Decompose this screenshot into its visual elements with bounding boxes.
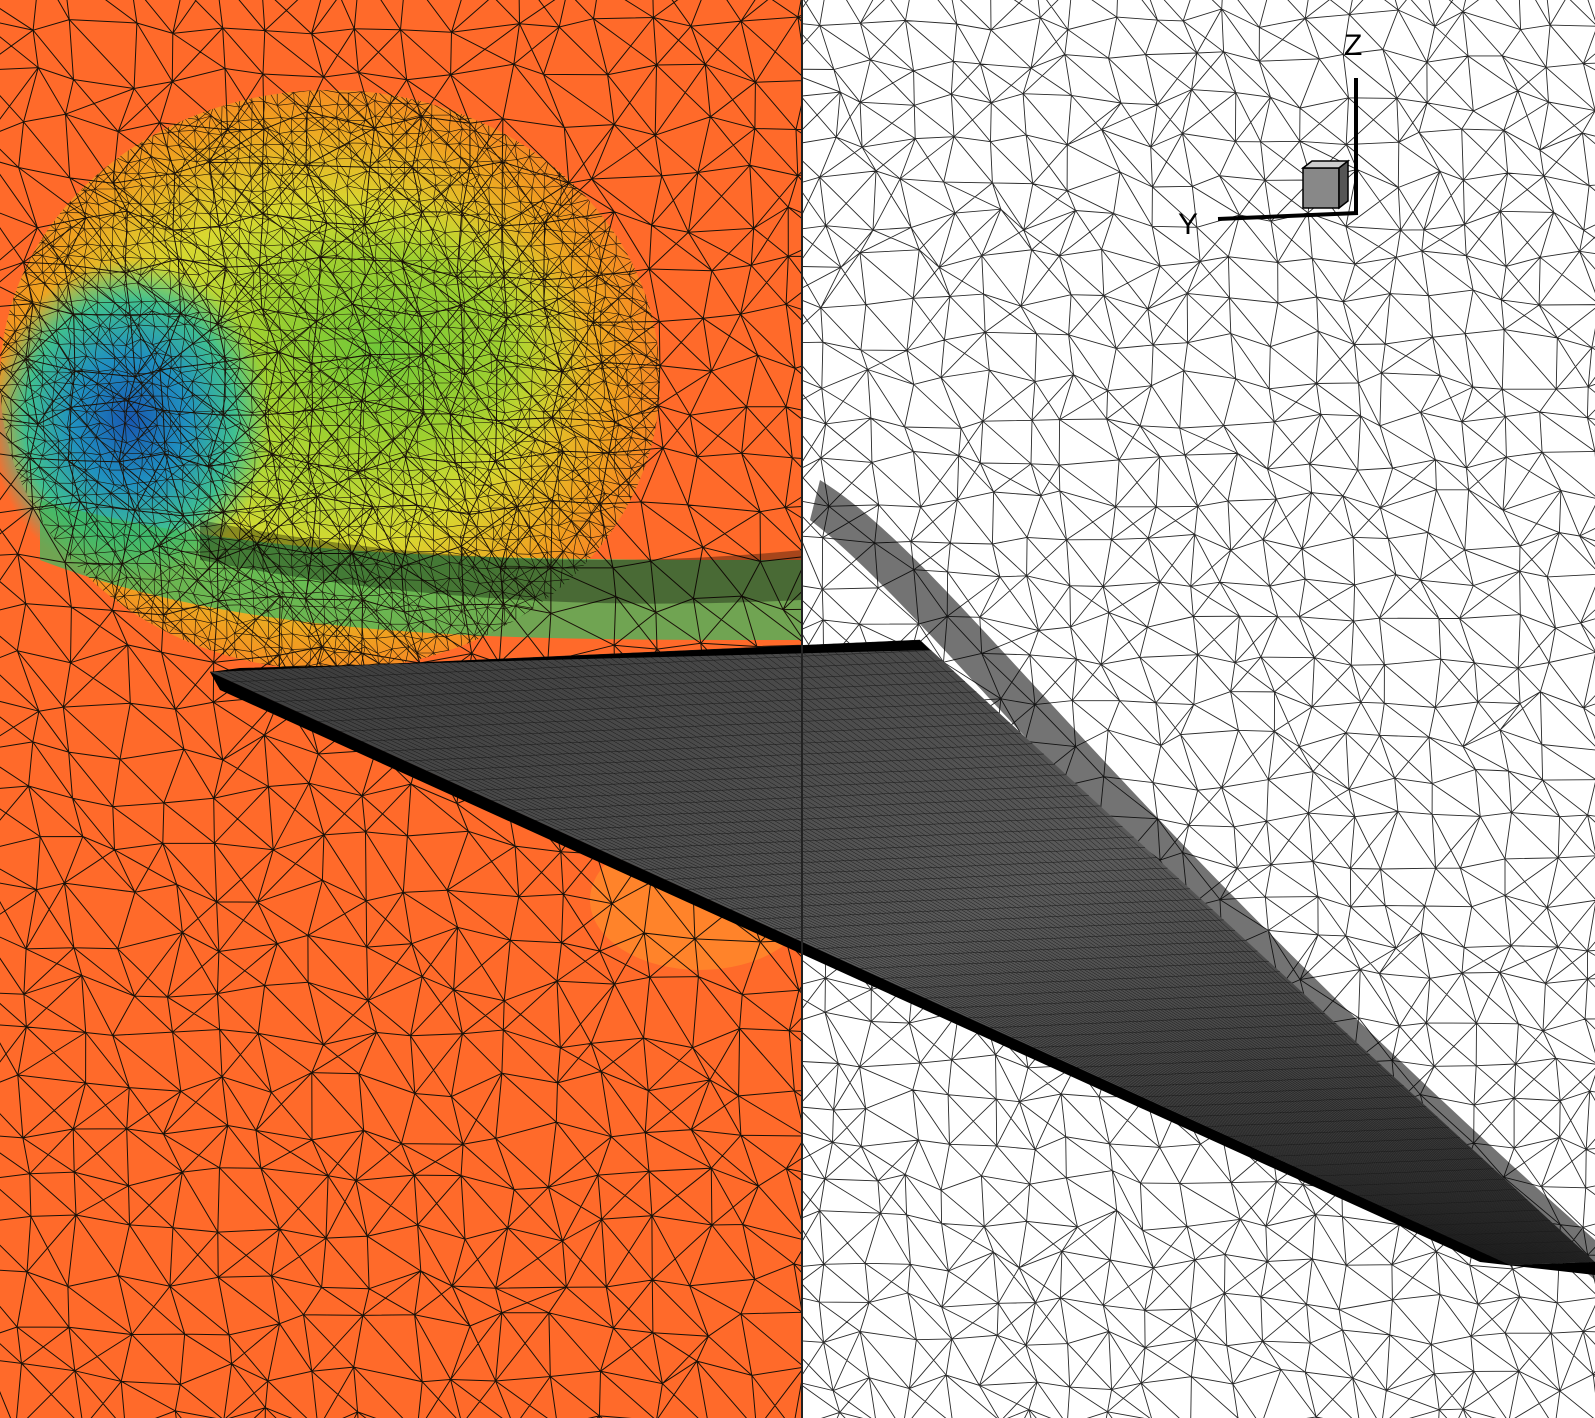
y-axis-label: Y (1178, 208, 1198, 241)
z-axis-label: Z (1344, 29, 1362, 62)
wake-dense-band (200, 520, 802, 604)
wing-trailing-edge (210, 640, 930, 672)
y-axis-line (1217, 211, 1359, 221)
orientation-axes: Z Y (1178, 29, 1362, 241)
wing-surface (209, 639, 1595, 1275)
shock-dense-band (810, 480, 1595, 1280)
axis-cube-icon (1300, 159, 1351, 210)
symmetry-plane-mesh (802, 0, 1595, 1418)
